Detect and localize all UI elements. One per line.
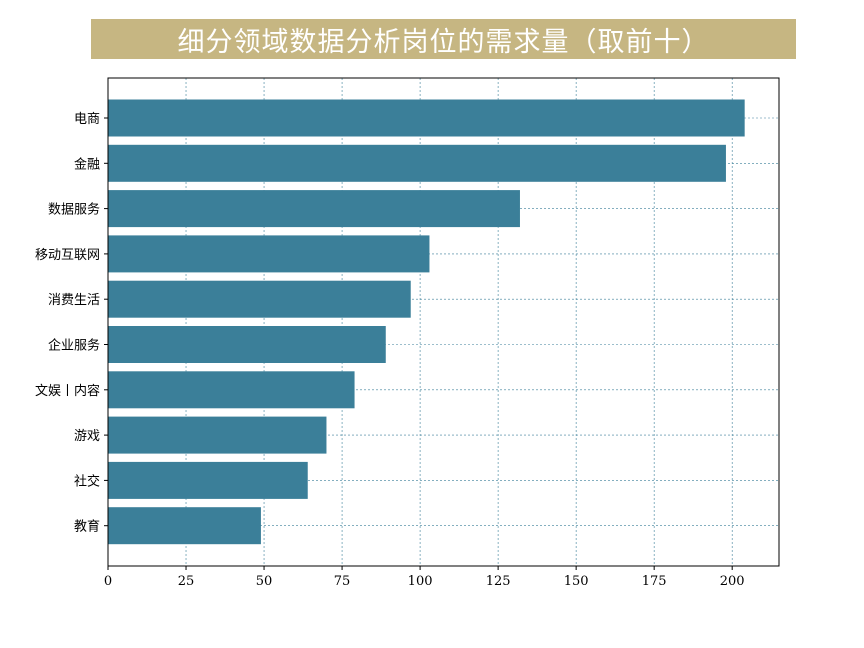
bar-4: [108, 280, 411, 318]
y-tick-label: 文娱丨内容: [35, 383, 100, 399]
y-tick-label: 数据服务: [48, 202, 100, 218]
plot-frame: [107, 77, 780, 567]
y-tick-label: 消费生活: [48, 293, 100, 308]
x-tick-label: 175: [642, 574, 667, 589]
x-tick-label: 125: [486, 574, 511, 589]
x-tick-label: 25: [178, 574, 195, 589]
x-tick-label: 0: [104, 574, 112, 589]
x-tick-label: 200: [720, 574, 745, 589]
y-tick-label: 金融: [74, 156, 100, 172]
y-tick-label: 企业服务: [48, 338, 100, 354]
bars: [108, 99, 745, 545]
x-tick-label: 50: [256, 574, 273, 589]
bar-9: [108, 507, 261, 545]
bar-6: [108, 371, 355, 409]
bar-7: [108, 416, 327, 454]
y-tick-label: 电商: [74, 112, 100, 127]
x-tick-labels: 0 25 50 75 100 125 150 175 200: [104, 566, 745, 589]
bar-5: [108, 326, 386, 363]
bar-2: [108, 190, 520, 228]
y-tick-label: 游戏: [74, 429, 100, 444]
bar-8: [108, 461, 308, 499]
bar-0: [108, 99, 745, 137]
y-tick-label: 移动互联网: [35, 248, 100, 263]
bar-1: [108, 144, 726, 182]
bar-3: [108, 235, 430, 273]
y-tick-label: 教育: [74, 519, 100, 535]
y-tick-label: 社交: [74, 473, 100, 489]
chart-title-banner: 细分领域数据分析岗位的需求量（取前十）: [91, 19, 796, 59]
x-tick-label: 150: [564, 574, 589, 589]
chart-title: 细分领域数据分析岗位的需求量（取前十）: [177, 26, 710, 58]
x-tick-label: 75: [334, 574, 351, 589]
x-tick-label: 100: [408, 574, 433, 589]
